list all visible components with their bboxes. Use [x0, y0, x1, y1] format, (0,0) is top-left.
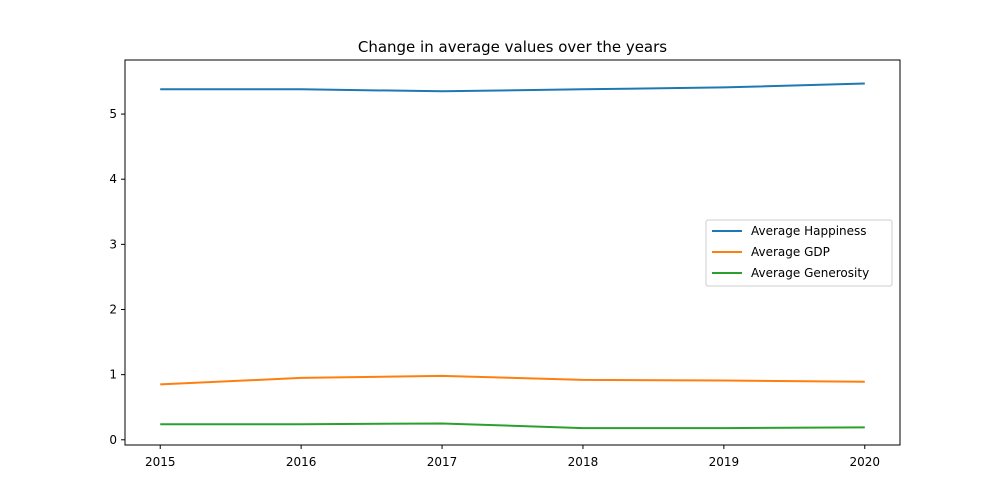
x-tick-label: 2018 — [568, 455, 599, 469]
y-axis: 0 1 2 3 4 5 — [109, 107, 125, 447]
y-tick-label: 4 — [109, 172, 117, 186]
y-tick-label: 5 — [109, 107, 117, 121]
x-tick-label: 2020 — [849, 455, 880, 469]
y-tick-label: 1 — [109, 368, 117, 382]
chart-title: Change in average values over the years — [358, 38, 667, 56]
x-tick-label: 2016 — [286, 455, 317, 469]
series-lines — [160, 82, 865, 430]
legend-label: Average Happiness — [751, 224, 867, 238]
y-tick-label: 2 — [109, 303, 117, 317]
x-axis: 2015 2016 2017 2018 2019 2020 — [145, 445, 880, 469]
x-tick-label: 2019 — [709, 455, 740, 469]
x-tick-label: 2015 — [145, 455, 176, 469]
y-tick-label: 0 — [109, 433, 117, 447]
y-tick-label: 3 — [109, 237, 117, 251]
series-line-average-gdp — [160, 374, 865, 386]
legend-label: Average GDP — [751, 245, 830, 259]
legend-box — [705, 219, 893, 287]
x-tick-label: 2017 — [427, 455, 458, 469]
series-line-average-happiness — [160, 82, 865, 93]
legend: Average Happiness Average GDP Average Gene… — [705, 219, 893, 287]
legend-label: Average Generosity — [751, 266, 869, 280]
series-line-average-generosity — [160, 422, 865, 430]
